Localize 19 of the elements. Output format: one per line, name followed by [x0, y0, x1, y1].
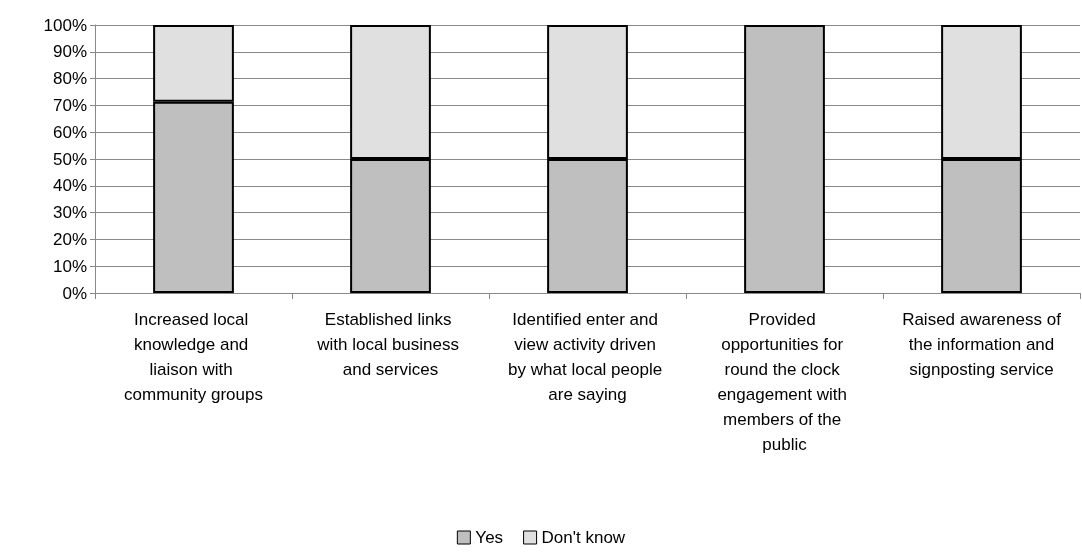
y-tick-label: 0% [62, 283, 87, 303]
y-tick-label: 60% [52, 122, 87, 142]
x-tick-label: Increased local knowledge and liaison with community groups [124, 310, 263, 404]
bar [744, 25, 825, 293]
y-tick-label: 90% [52, 42, 87, 62]
y-tick-label: 20% [52, 229, 87, 249]
y-tick-label: 100% [43, 15, 87, 35]
y-tick-label: 50% [52, 149, 87, 169]
y-tick-label: 40% [52, 176, 87, 196]
y-tick-label: 30% [52, 203, 87, 223]
y-tick-label: 70% [52, 95, 87, 115]
x-tick-label: Provided opportunities for round the clock engagement with members of the public [717, 310, 852, 454]
x-tick-label: Identified enter and view activity driven by what local people are saying [508, 310, 667, 404]
y-tick-label: 10% [52, 256, 87, 276]
y-tick-label: 80% [52, 69, 87, 89]
legend-label: Don't know [541, 528, 626, 547]
x-tick-label: Raised awareness of the information and signposting service [902, 310, 1062, 379]
legend-label: Yes [475, 528, 504, 547]
x-tick-label: Established links with local business and services [316, 310, 464, 379]
